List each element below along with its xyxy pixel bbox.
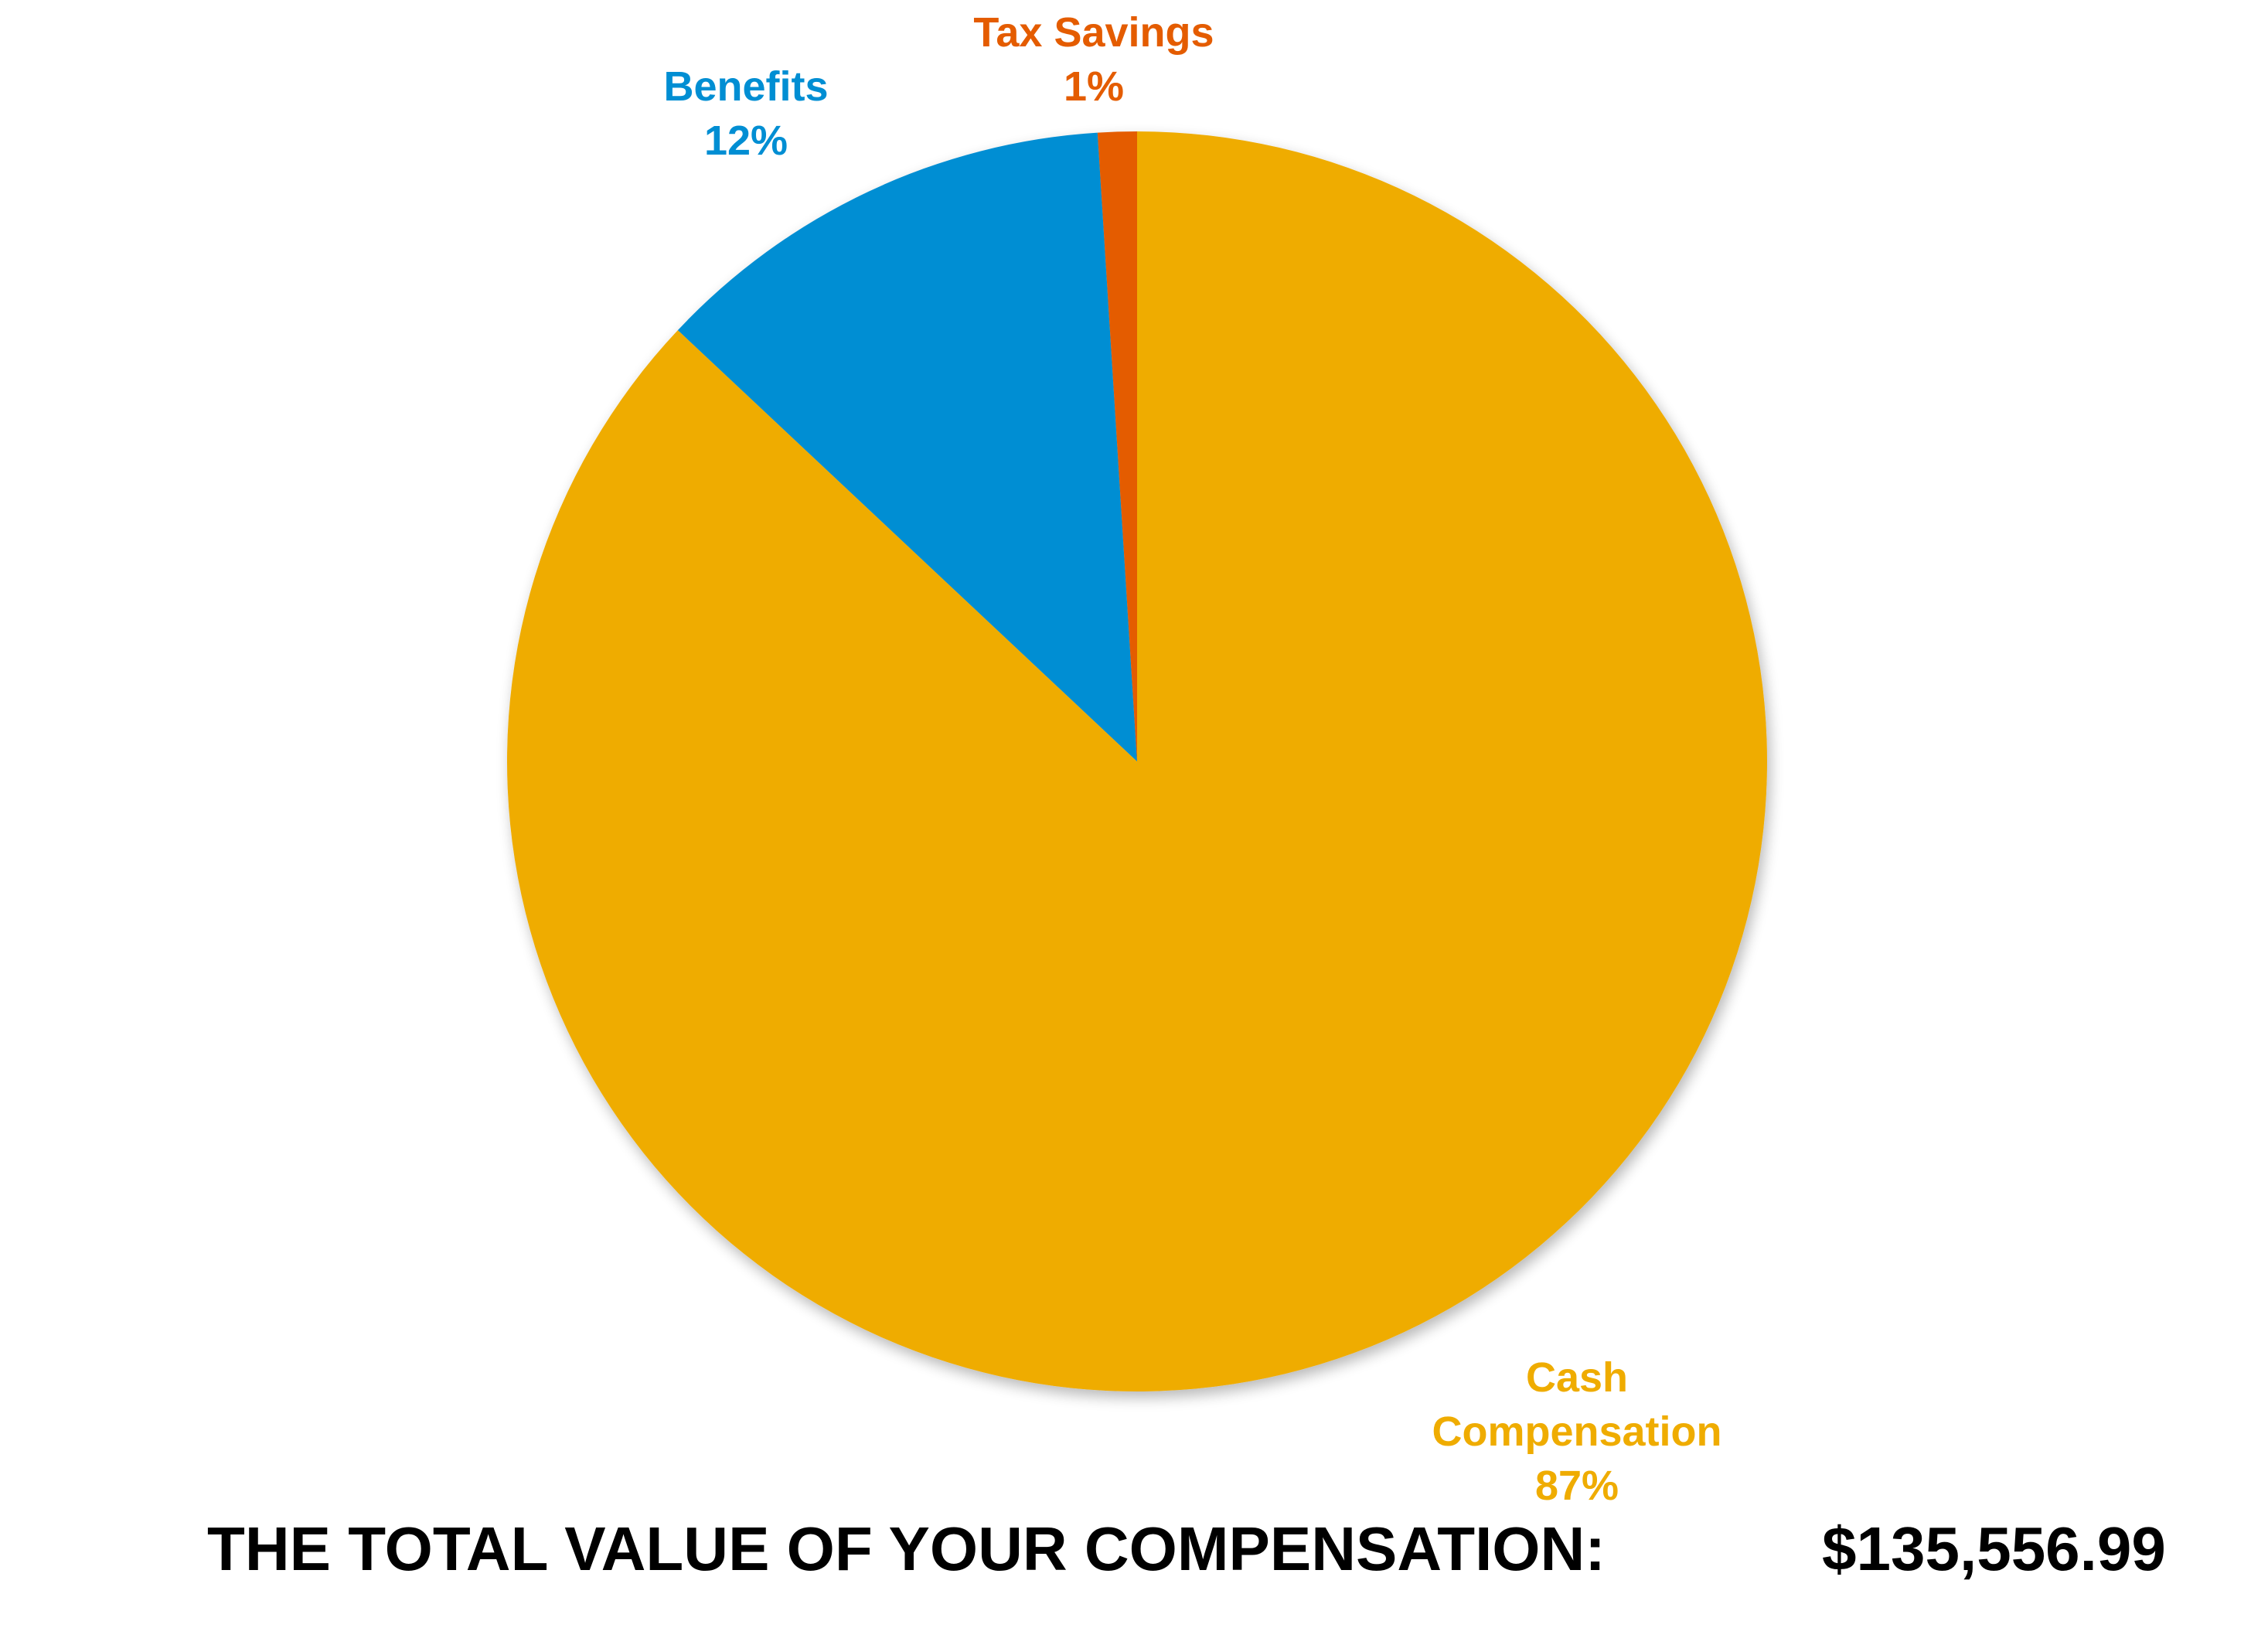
slice-label-cash-compensation: Cash Compensation 87% xyxy=(1432,1354,1721,1509)
slice-percent: 1% xyxy=(1064,63,1124,110)
pie-labels: Cash Compensation 87% Benefits 12% Tax Saving… xyxy=(663,9,1721,1509)
slice-label-tax-savings: Tax Savings 1% xyxy=(973,9,1214,110)
pie-slices xyxy=(506,131,1767,1392)
pie-slice-benefits xyxy=(677,132,1137,762)
slice-percent: 12% xyxy=(704,118,788,164)
slice-name-line: Cash xyxy=(1526,1354,1628,1401)
pie-slice-cash-compensation xyxy=(506,131,1767,1392)
slice-name-line: Compensation xyxy=(1432,1408,1721,1455)
total-compensation-row: THE TOTAL VALUE OF YOUR COMPENSATION: $1… xyxy=(0,1514,2268,1599)
pie-slice-tax-savings xyxy=(1097,131,1137,761)
slice-name-line: Benefits xyxy=(663,63,828,110)
slice-percent: 87% xyxy=(1535,1463,1619,1509)
total-value: $135,556.99 xyxy=(1822,1514,2166,1583)
total-label: THE TOTAL VALUE OF YOUR COMPENSATION: xyxy=(207,1514,1606,1583)
slice-name-line: Tax Savings xyxy=(973,9,1214,56)
slice-label-benefits: Benefits 12% xyxy=(663,63,828,164)
